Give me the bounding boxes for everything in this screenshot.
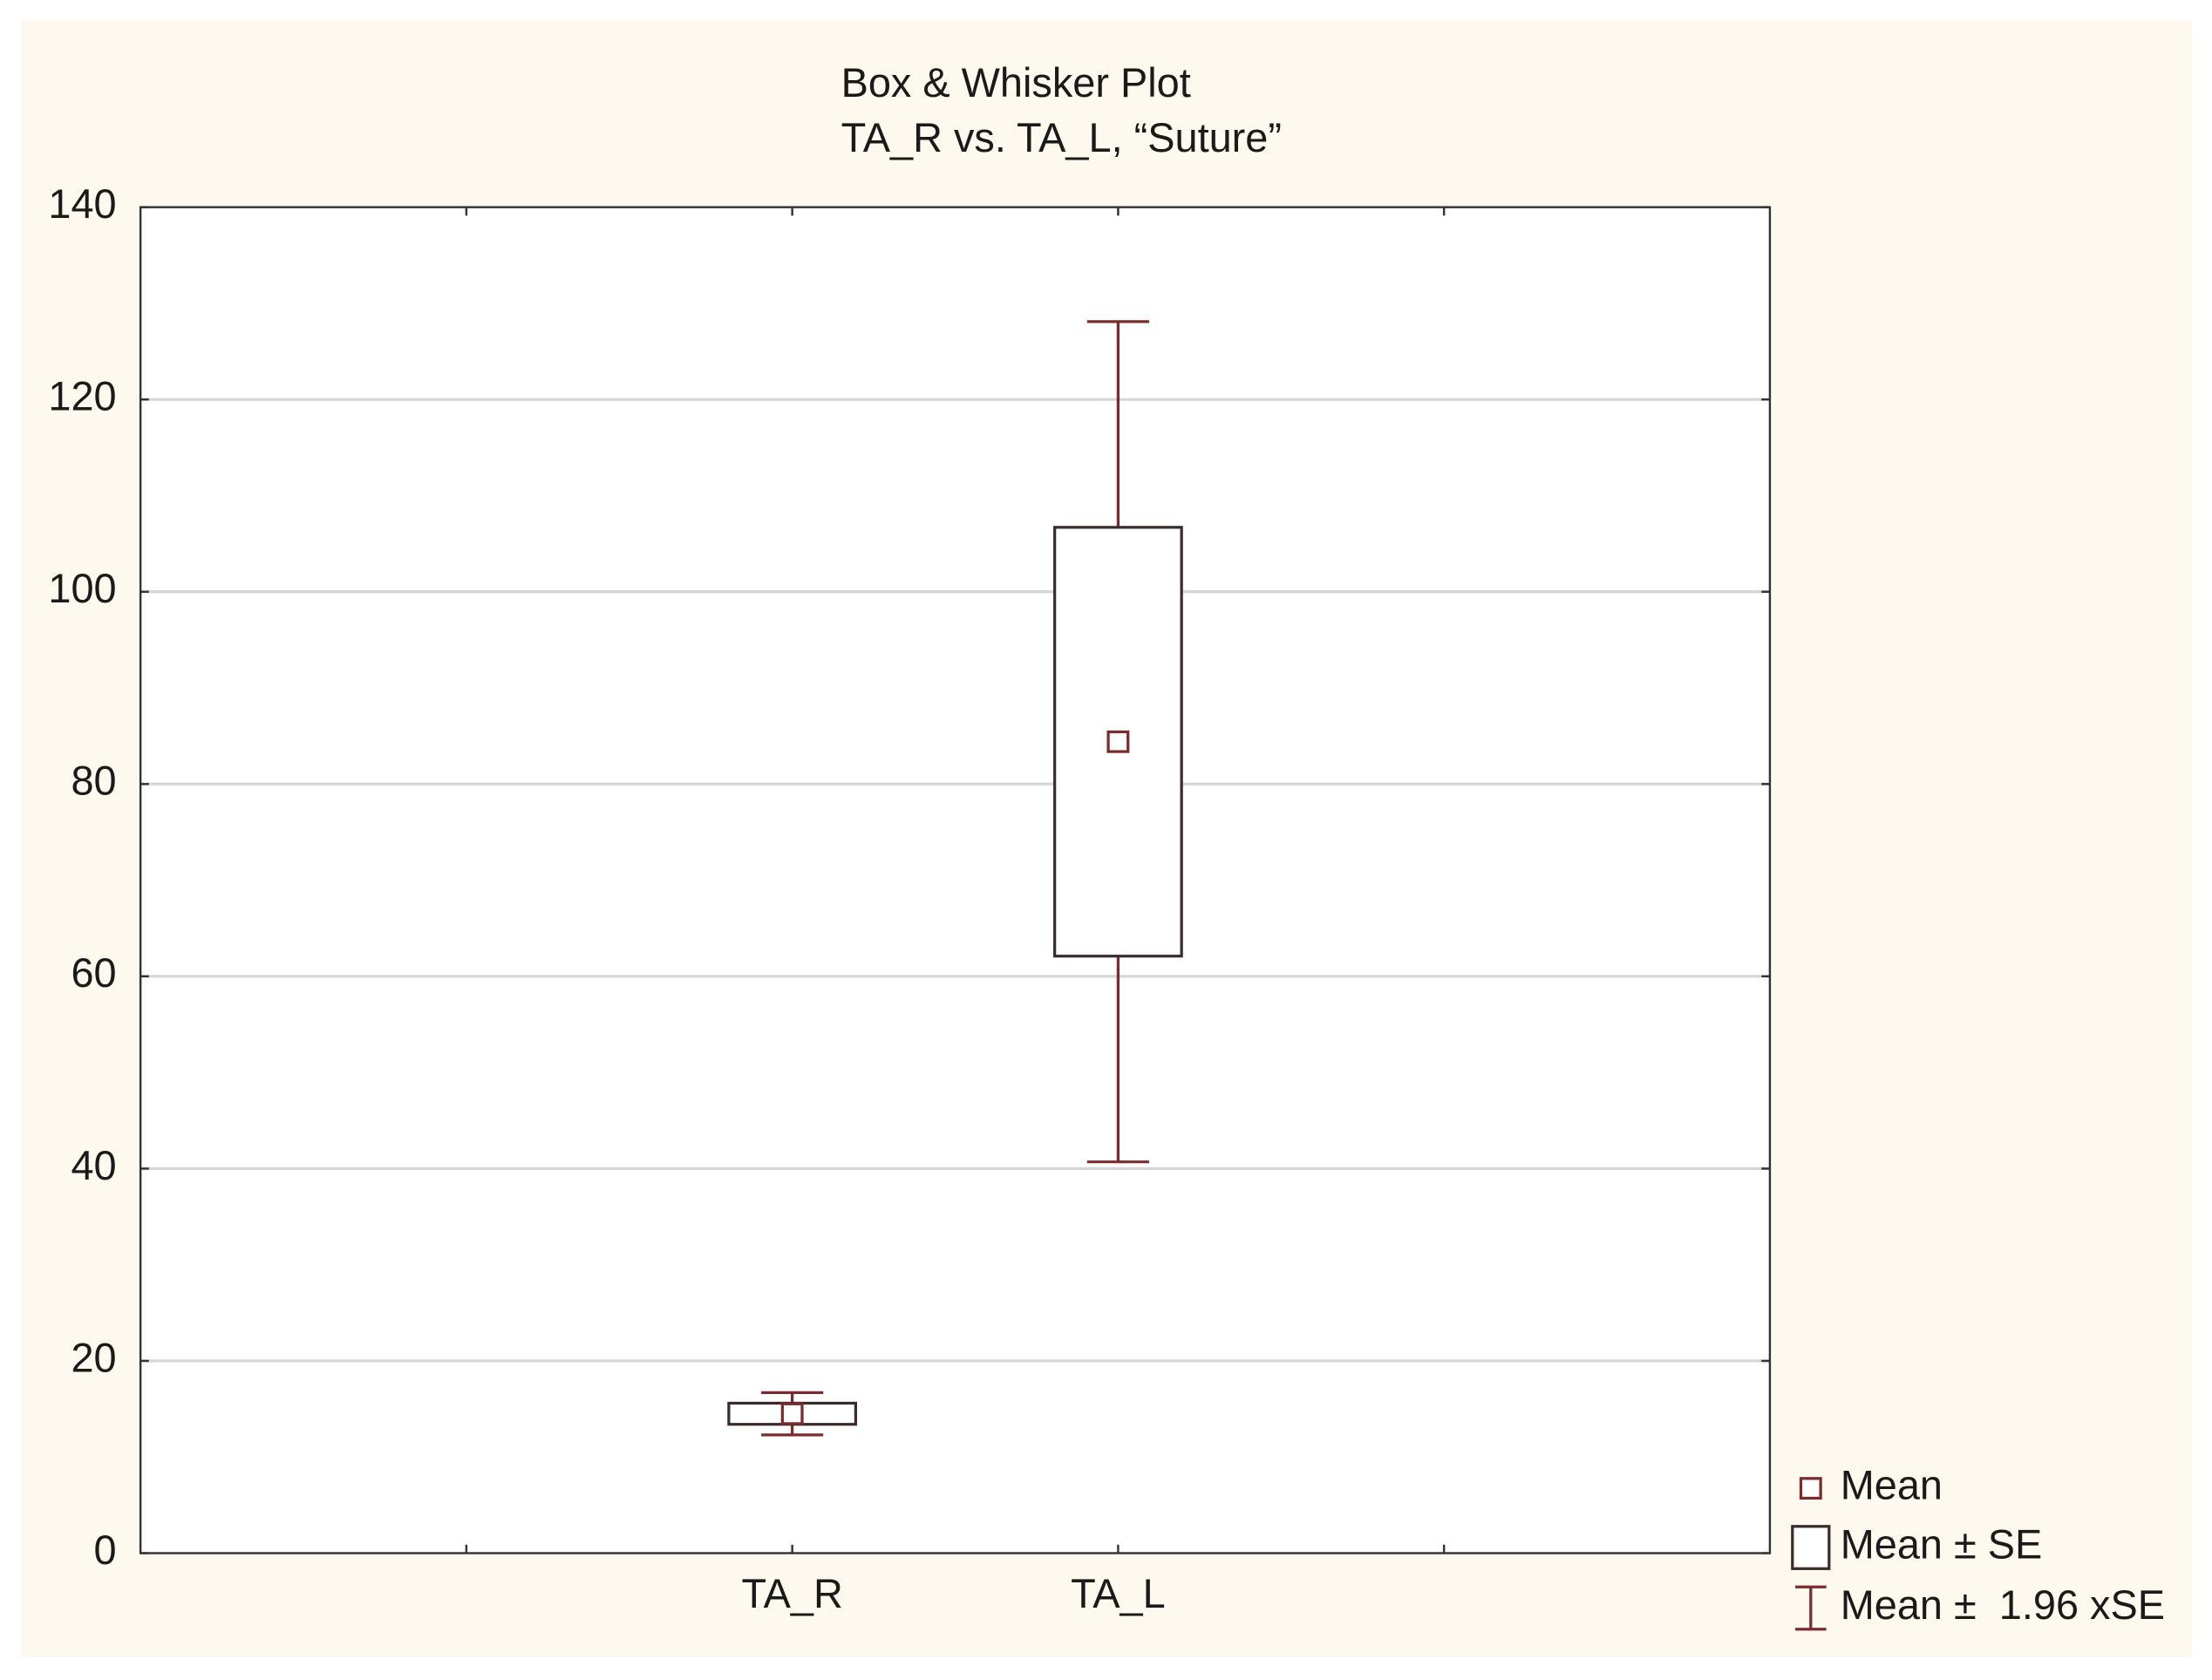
legend-label: Mean [1841,1463,1943,1508]
se-box [1053,526,1183,958]
mean-marker [780,1402,804,1425]
x-tick-label: TA_L [1071,1571,1166,1616]
chart-subtitle: TA_R vs. TA_L, “Suture” [841,115,1282,160]
chart-title: Box & Whisker Plot [841,60,1191,105]
x-tick-label: TA_R [741,1571,842,1616]
legend-mean-icon [1799,1477,1822,1500]
y-tick-label: 60 [71,950,116,996]
y-tick-label: 20 [71,1335,116,1380]
legend-label: Mean ± 1.96 xSE [1841,1582,2165,1628]
mean-marker [1106,730,1130,753]
legend-label: Mean ± SE [1841,1521,2043,1567]
y-tick-label: 40 [71,1143,116,1188]
plot-area [140,207,1770,1554]
y-tick-label: 140 [48,181,116,227]
y-tick-label: 100 [48,566,116,611]
legend-se-icon [1791,1525,1831,1570]
y-tick-label: 0 [94,1527,117,1573]
plot-frame [139,206,1772,1554]
y-tick-label: 120 [48,374,116,419]
y-tick-label: 80 [71,758,116,804]
